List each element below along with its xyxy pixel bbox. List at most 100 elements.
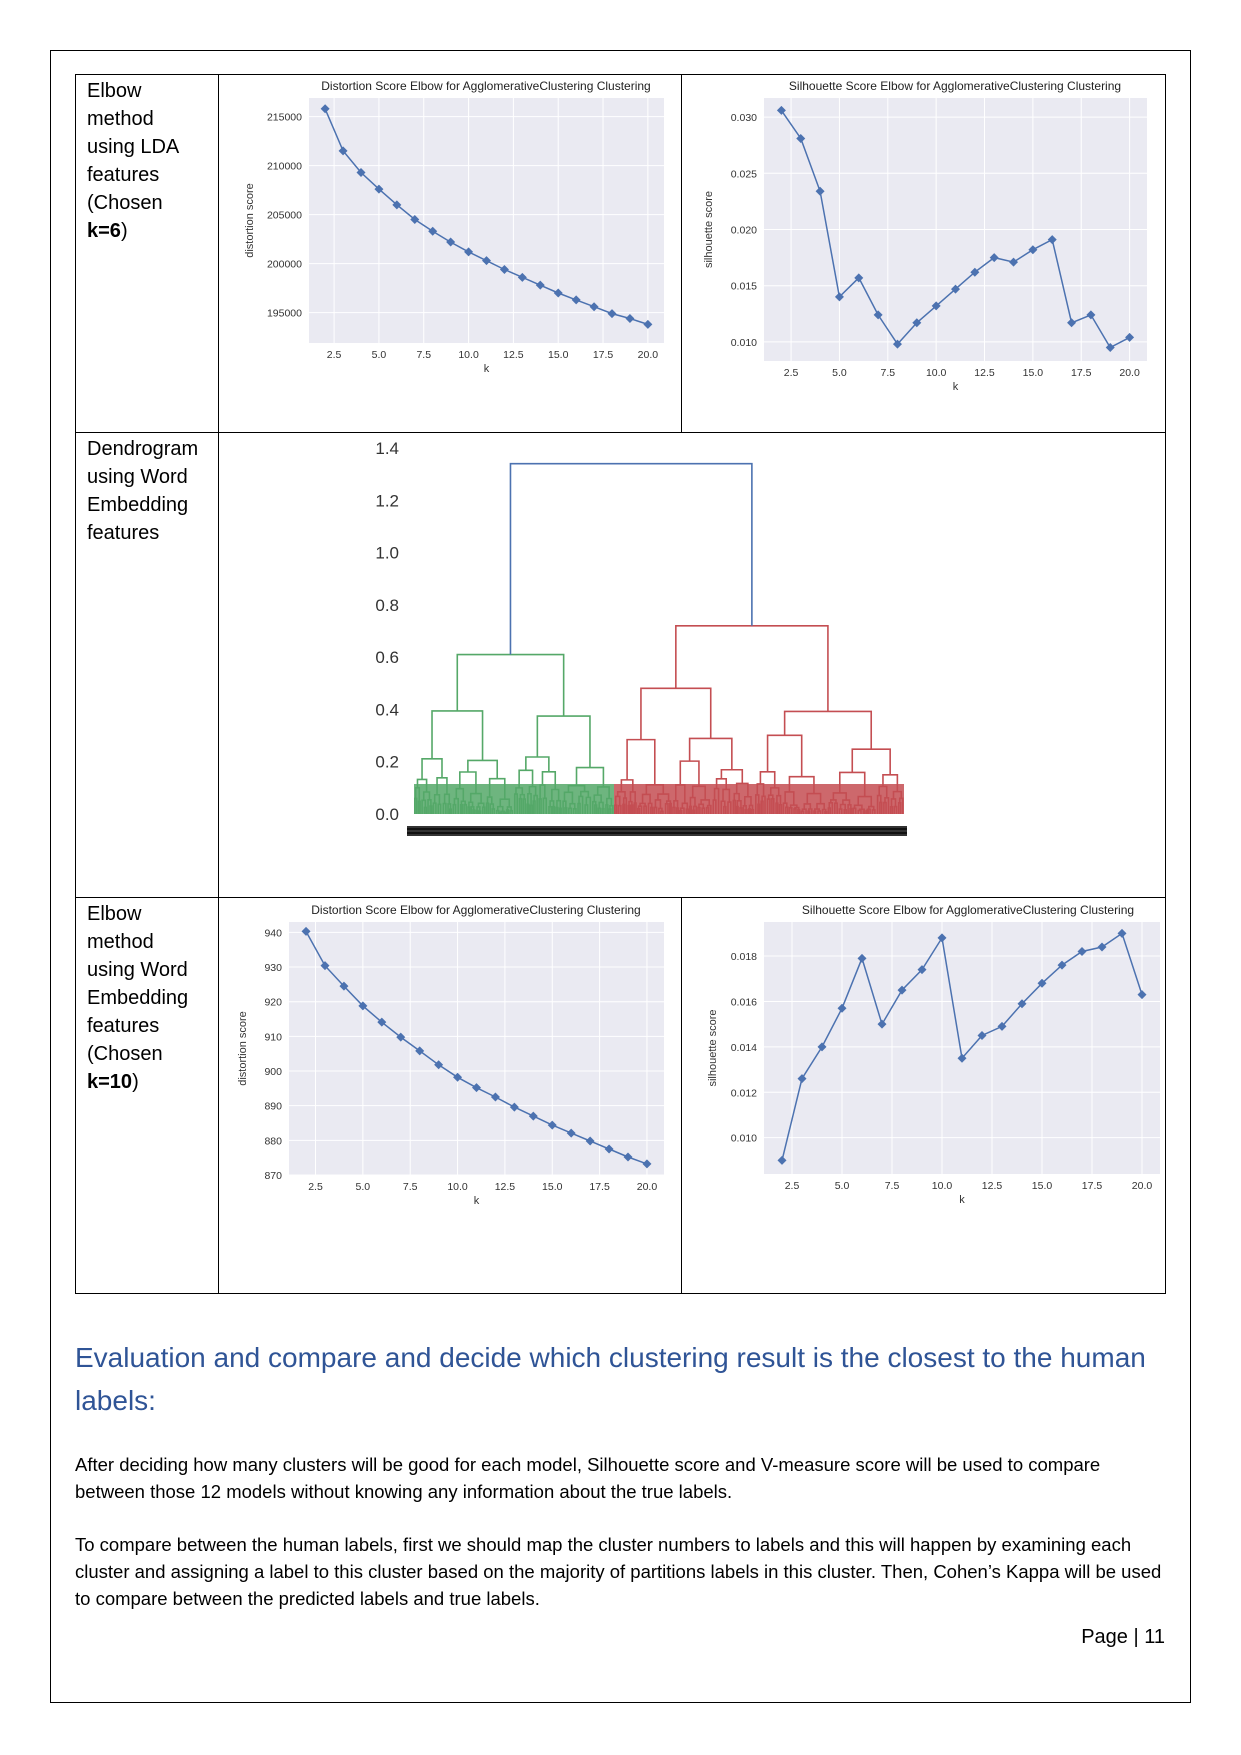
leaf-label-bar [407, 830, 907, 832]
figure-table: Elbow method using LDA features (Chosen … [75, 74, 1166, 1294]
data-point [897, 985, 907, 995]
y-axis-label: silhouette score [703, 191, 715, 268]
x-tick-label: 7.5 [880, 367, 895, 379]
data-point [1097, 942, 1107, 952]
data-point [1067, 318, 1077, 328]
data-point [815, 186, 825, 196]
y-axis-label: distortion score [244, 183, 256, 258]
lda-distortion-chart: 195000 200000 205000 210000 215000 2.5 5.0 7.5 1… [244, 79, 664, 375]
dendrogram-link [456, 653, 565, 717]
dendrogram-link [766, 734, 803, 777]
data-point [912, 318, 922, 328]
dendrogram-link [541, 771, 557, 790]
data-point [989, 253, 999, 263]
data-point [1105, 343, 1115, 353]
dendrogram-link [536, 715, 591, 768]
y-tick-label: 0.010 [731, 337, 757, 349]
lda-silhouette-chart: 0.010 0.015 0.020 0.025 0.030 2.5 5.0 7.5 10.0 12… [703, 79, 1147, 393]
data-point [997, 1021, 1007, 1031]
plot-area [289, 922, 664, 1175]
x-tick-label: 10.0 [458, 349, 479, 361]
dendrogram-link [575, 766, 605, 787]
data-point [374, 184, 384, 194]
label-line: features [87, 1015, 160, 1037]
label-suffix: ) [120, 220, 128, 242]
y-tick-label: 0.6 [375, 648, 399, 667]
y-tick-label: 930 [264, 962, 282, 974]
x-tick-label: 17.5 [1082, 1180, 1103, 1192]
data-point [834, 292, 844, 302]
leaf-label-bar [407, 826, 907, 828]
chart-title: Distortion Score Elbow for Agglomerative… [321, 79, 650, 93]
x-tick-label: 20.0 [637, 1181, 658, 1193]
x-tick-label: 17.5 [593, 349, 614, 361]
data-point [776, 105, 786, 115]
y-tick-label: 0.016 [731, 996, 757, 1008]
data-point [931, 301, 941, 311]
label-line: Embedding [87, 494, 189, 516]
y-tick-label: 195000 [267, 308, 302, 320]
x-tick-label: 10.0 [932, 1180, 953, 1192]
label-line: Elbow [87, 903, 142, 925]
data-point [356, 167, 366, 177]
data-point [547, 1120, 557, 1130]
data-point [837, 1003, 847, 1013]
data-point [338, 146, 348, 156]
y-tick-label: 0.012 [731, 1087, 757, 1099]
y-tick-label: 870 [264, 1170, 282, 1182]
x-tick-label: 7.5 [416, 349, 431, 361]
x-tick-label: 20.0 [1119, 367, 1140, 379]
label-line: using Word [87, 959, 188, 981]
data-point [970, 267, 980, 277]
data-point [320, 104, 330, 114]
data-point [607, 309, 617, 319]
dendrogram-link [509, 462, 753, 655]
x-tick-label: 12.5 [982, 1180, 1003, 1192]
x-tick-label: 15.0 [548, 349, 569, 361]
x-tick-label: 17.5 [1071, 367, 1092, 379]
we-distortion-chart: 870 880 890 900 910 920 930 940 2.5 5.0 7.5 10.0 12.… [237, 903, 664, 1207]
chart-title: Silhouette Score Elbow for Agglomerative… [789, 79, 1121, 93]
data-point [1047, 235, 1057, 245]
we-silhouette-chart: 0.010 0.012 0.014 0.016 0.018 2.5 5.0 7.5 10.0 12… [707, 903, 1160, 1206]
data-point [339, 981, 349, 991]
label-line: method [87, 931, 154, 953]
dendrogram-link [851, 748, 891, 775]
dendrogram-link [720, 768, 744, 784]
y-axis-label: distortion score [237, 1011, 249, 1086]
data-point [410, 215, 420, 225]
y-tick-label: 0.010 [731, 1133, 757, 1145]
dendrogram-link [679, 760, 700, 787]
data-point [320, 961, 330, 971]
data-point [472, 1083, 481, 1093]
data-point [877, 1019, 887, 1029]
data-point [623, 1152, 633, 1162]
dendrogram-link [518, 769, 534, 788]
x-tick-label: 12.5 [495, 1181, 516, 1193]
x-axis-label: k [474, 1195, 480, 1207]
data-point [604, 1144, 614, 1154]
x-tick-label: 20.0 [1132, 1180, 1153, 1192]
data-point [392, 200, 402, 210]
leaf-mass-red [614, 784, 904, 814]
data-point [396, 1032, 406, 1042]
label-line: k=6) [87, 217, 210, 245]
x-tick-label: 10.0 [447, 1181, 468, 1193]
data-point [642, 1159, 652, 1169]
data-point [415, 1046, 425, 1056]
section-heading: Evaluation and compare and decide which … [75, 1342, 1146, 1416]
label-suffix: ) [132, 1071, 139, 1093]
dendrogram-link [459, 771, 477, 794]
chart-title: Silhouette Score Elbow for Agglomerative… [802, 903, 1134, 917]
data-point [528, 1111, 538, 1121]
data-point [1137, 990, 1147, 1000]
y-tick-label: 1.4 [375, 439, 399, 458]
x-tick-label: 12.5 [503, 349, 524, 361]
y-tick-label: 0.014 [731, 1042, 757, 1054]
data-point [301, 926, 311, 936]
label-line: Elbow [87, 80, 142, 102]
data-point [377, 1017, 387, 1027]
data-point [892, 339, 902, 349]
y-tick-label: 0.2 [375, 753, 399, 772]
label-line: k=10) [87, 1068, 210, 1096]
